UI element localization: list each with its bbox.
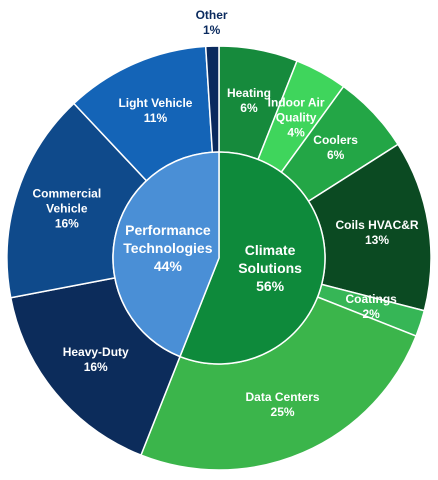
segment-value: 1%	[202, 23, 221, 38]
segment-label: Coatings 2%	[326, 292, 416, 322]
segment-value: 11%	[143, 111, 168, 126]
segment-label: Commercial Vehicle 16%	[22, 186, 112, 231]
segment-name: Heating	[226, 85, 271, 100]
segment-name: Heavy-Duty	[62, 344, 129, 359]
segment-label: Heating 6%	[204, 86, 294, 116]
segment-label: Performance Technologies 44%	[113, 221, 223, 275]
segment-value: 16%	[54, 216, 79, 231]
segment-name: Other	[195, 8, 228, 23]
segment-label: Indoor Air Quality 4%	[251, 95, 341, 140]
segment-value: 56%	[256, 277, 285, 294]
segment-name: Performance Technologies	[123, 222, 213, 257]
segment-label: Climate Solutions 56%	[215, 241, 325, 295]
segment-label: Coils HVAC&R 13%	[332, 218, 422, 248]
segment-label: Coolers 6%	[291, 133, 381, 163]
segment-value: 25%	[270, 404, 295, 419]
segment-label: Heavy-Duty 16%	[51, 345, 141, 375]
segment-name: Data Centers	[245, 389, 320, 404]
segment-name: Coatings	[345, 292, 397, 307]
segment-label: Light Vehicle 11%	[110, 96, 200, 126]
segment-value: 16%	[83, 359, 108, 374]
segment-label: Data Centers 25%	[238, 390, 328, 420]
segment-name: Light Vehicle	[118, 96, 193, 111]
segment-value: 13%	[365, 232, 390, 247]
segment-name: Coolers	[313, 133, 358, 148]
segment-value: 44%	[153, 258, 182, 275]
inner-segment	[112, 151, 220, 358]
segment-value: 2%	[362, 307, 380, 322]
segment-name: Climate Solutions	[238, 241, 302, 276]
segment-name: Indoor Air Quality	[267, 95, 325, 125]
segment-value: 4%	[287, 125, 305, 140]
inner-segment	[179, 151, 326, 365]
segment-name: Coils HVAC&R	[335, 217, 419, 232]
segment-value: 6%	[326, 148, 345, 163]
segment-label: Other 1%	[167, 8, 257, 38]
segment-name: Commercial Vehicle	[32, 186, 102, 216]
segment-value: 6%	[240, 100, 258, 115]
